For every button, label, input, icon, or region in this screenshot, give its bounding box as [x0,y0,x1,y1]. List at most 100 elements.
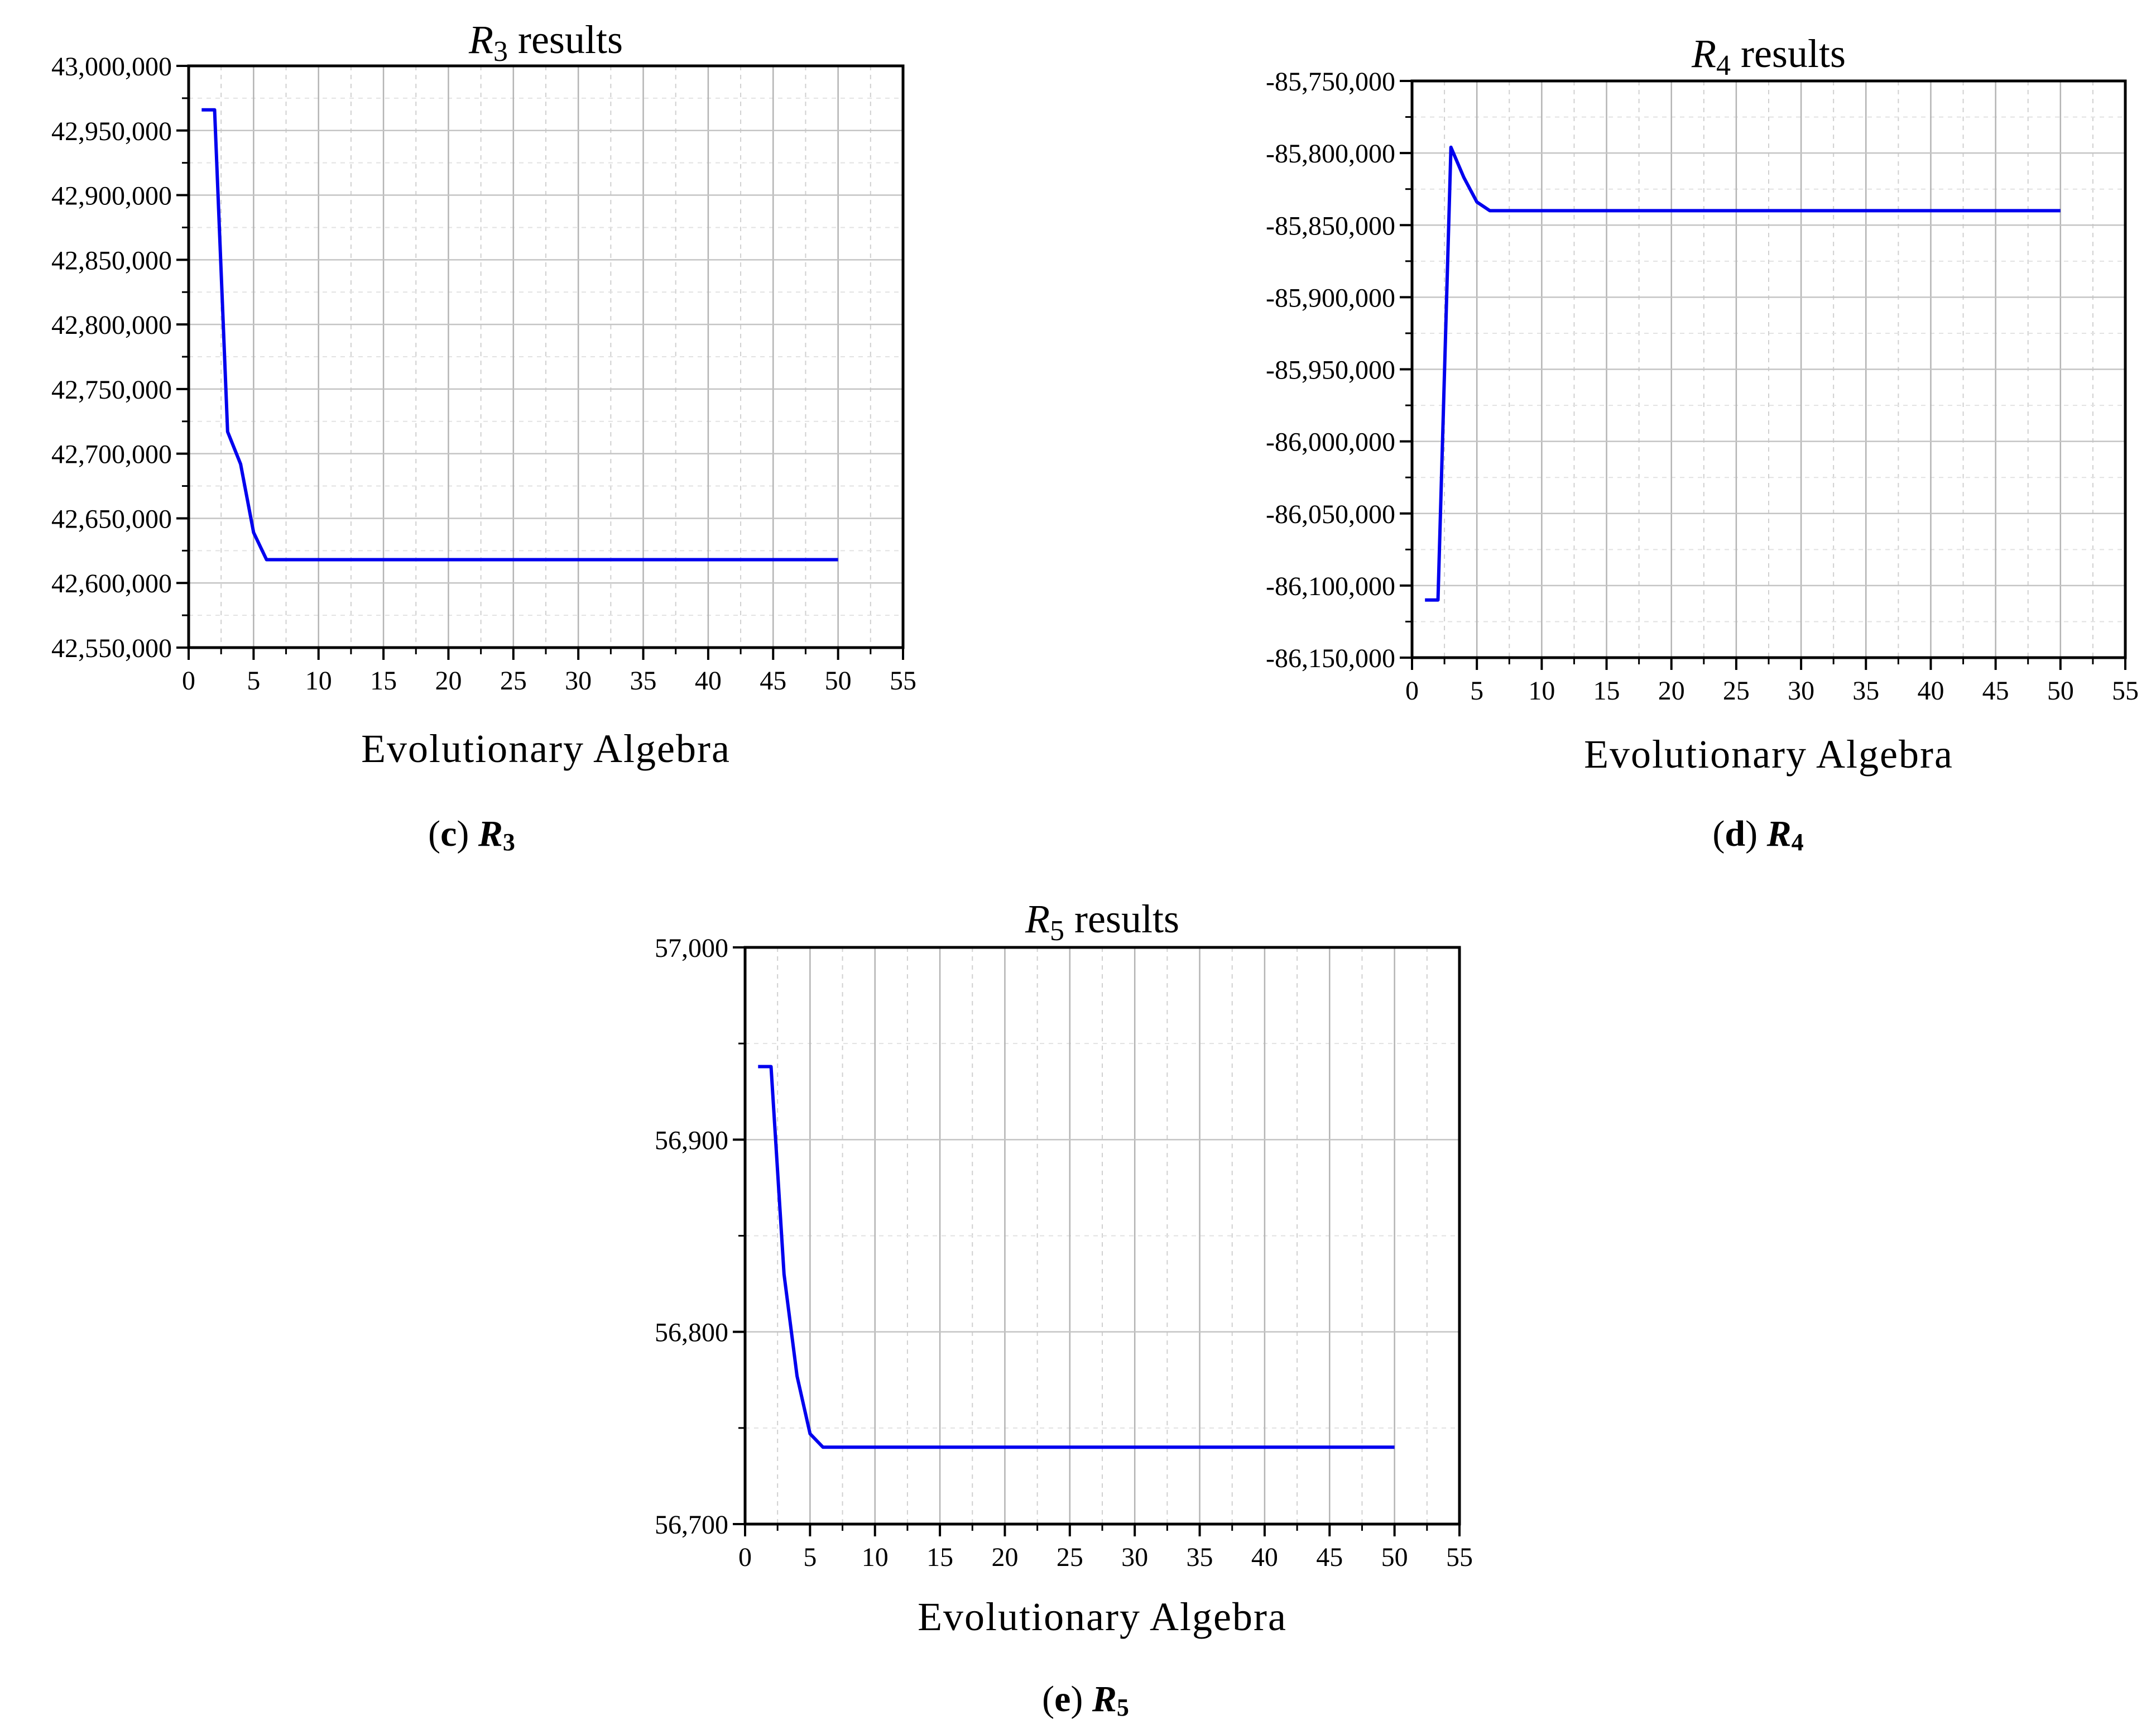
y-tick-label: 42,600,000 [51,569,172,598]
x-tick-label: 50 [825,666,852,696]
grid [744,946,1461,1525]
caption-paren-open: ( [428,813,440,854]
x-tick-label: 40 [1251,1543,1278,1572]
y-tick-label: -85,900,000 [1266,283,1395,313]
caption-paren-close: ) [1070,1679,1092,1719]
y-tick-label: -86,150,000 [1266,644,1395,673]
x-tick-label: 35 [630,666,657,696]
caption-paren-open: ( [1042,1679,1054,1719]
y-tick-label: 42,900,000 [51,181,172,211]
chart-panel-c: 0 5 10 15 20 25 30 35 40 45 50 55 42,550,000 42,600,0… [51,17,916,856]
x-tick-label: 20 [991,1543,1018,1572]
grid [188,65,904,649]
y-tick-label: 42,950,000 [51,117,172,146]
x-tick-label: 40 [695,666,722,696]
y-tick-label: 42,750,000 [51,375,172,405]
chart-title-variable: R [1691,31,1716,76]
x-tick-label: 35 [1852,676,1879,706]
x-tick-label: 15 [926,1543,953,1572]
ticks [1400,80,2126,670]
y-tick-label: -86,100,000 [1266,572,1395,601]
x-tick-label: 20 [435,666,462,696]
x-tick-label: 30 [1121,1543,1148,1572]
chart-title-subscript: 5 [1050,915,1064,947]
chart-title: R5 results [1025,897,1179,947]
x-tick-label: 5 [1470,676,1483,706]
chart-panel-e: 0 5 10 15 20 25 30 35 40 45 50 5556,70056,80056,900… [655,897,1473,1721]
series-line-R4 [1425,145,2061,602]
x-tick-label: 30 [1788,676,1814,706]
chart-title-subscript: 4 [1716,50,1731,82]
x-tick-label: 35 [1187,1543,1213,1572]
x-tick-label: 25 [500,666,527,696]
caption-letter: d [1725,813,1745,854]
y-tick-label: 56,800 [655,1318,728,1348]
x-tick-label: 55 [1446,1543,1473,1572]
x-tick-label: 25 [1723,676,1750,706]
x-tick-label: 0 [738,1543,752,1572]
y-tick-label: 42,650,000 [51,504,172,534]
y-tick-label: 42,550,000 [51,634,172,663]
x-axis-label: Evolutionary Algebra [918,1594,1287,1639]
y-tick-label: -85,950,000 [1266,356,1395,385]
x-tick-label: 0 [1405,676,1419,706]
x-tick-label: 30 [565,666,592,696]
caption-variable: R [1092,1679,1117,1719]
caption-subscript: 4 [1792,828,1804,856]
x-tick-label: 20 [1658,676,1685,706]
x-tick-label: 40 [1917,676,1944,706]
y-tick-label: 42,700,000 [51,440,172,470]
grid [1411,80,2126,659]
chart-title-variable: R [468,17,493,62]
chart-title-suffix: results [1064,897,1179,941]
x-tick-label: 55 [890,666,916,696]
x-tick-label: 45 [760,666,786,696]
x-tick-label: 10 [1528,676,1555,706]
y-tick-label: 56,700 [655,1510,728,1540]
y-tick-label: 57,000 [655,933,728,963]
caption-letter: c [440,813,457,854]
series-line-R3 [201,108,838,562]
y-tick-label: 42,800,000 [51,310,172,340]
y-tick-label: -86,000,000 [1266,428,1395,457]
panel-caption: (d) R4 [1712,813,1803,856]
x-tick-label: 10 [305,666,332,696]
series-line-R5 [758,1065,1395,1449]
x-tick-label: 45 [1316,1543,1343,1572]
y-tick-label: 42,850,000 [51,246,172,275]
x-tick-label: 50 [1381,1543,1408,1572]
x-tick-label: 15 [1593,676,1620,706]
y-tick-label: -85,750,000 [1266,67,1395,97]
x-tick-label: 55 [2112,676,2139,706]
x-tick-label: 50 [2047,676,2074,706]
y-tick-label: -86,050,000 [1266,500,1395,529]
x-tick-label: 5 [247,666,260,696]
panel-caption: (c) R3 [428,813,515,856]
x-tick-label: 25 [1057,1543,1083,1572]
caption-subscript: 5 [1117,1694,1129,1721]
caption-subscript: 3 [503,828,515,856]
chart-panel-d: 0 5 10 15 20 25 30 35 40 45 50 55 -86,150,000 -86,100… [1266,31,2139,856]
chart-title-subscript: 3 [493,36,508,68]
x-axis-label: Evolutionary Algebra [361,726,731,771]
x-tick-label: 15 [370,666,397,696]
chart-title-suffix: results [1731,31,1846,76]
chart-title: R3 results [468,17,623,68]
caption-paren-close: ) [457,813,478,854]
x-tick-label: 45 [1982,676,2009,706]
y-tick-label: 56,900 [655,1125,728,1155]
panel-caption: (e) R5 [1042,1679,1129,1721]
ticks [733,946,1461,1536]
x-axis-label: Evolutionary Algebra [1584,732,1953,777]
x-tick-label: 5 [803,1543,817,1572]
y-tick-label: 43,000,000 [51,52,172,82]
caption-variable: R [1766,813,1792,854]
ticks [176,65,904,660]
y-tick-label: -85,850,000 [1266,211,1395,241]
chart-title-variable: R [1025,897,1050,941]
x-tick-label: 10 [862,1543,889,1572]
caption-letter: e [1054,1679,1070,1719]
x-tick-label: 0 [182,666,195,696]
caption-paren-close: ) [1745,813,1766,854]
